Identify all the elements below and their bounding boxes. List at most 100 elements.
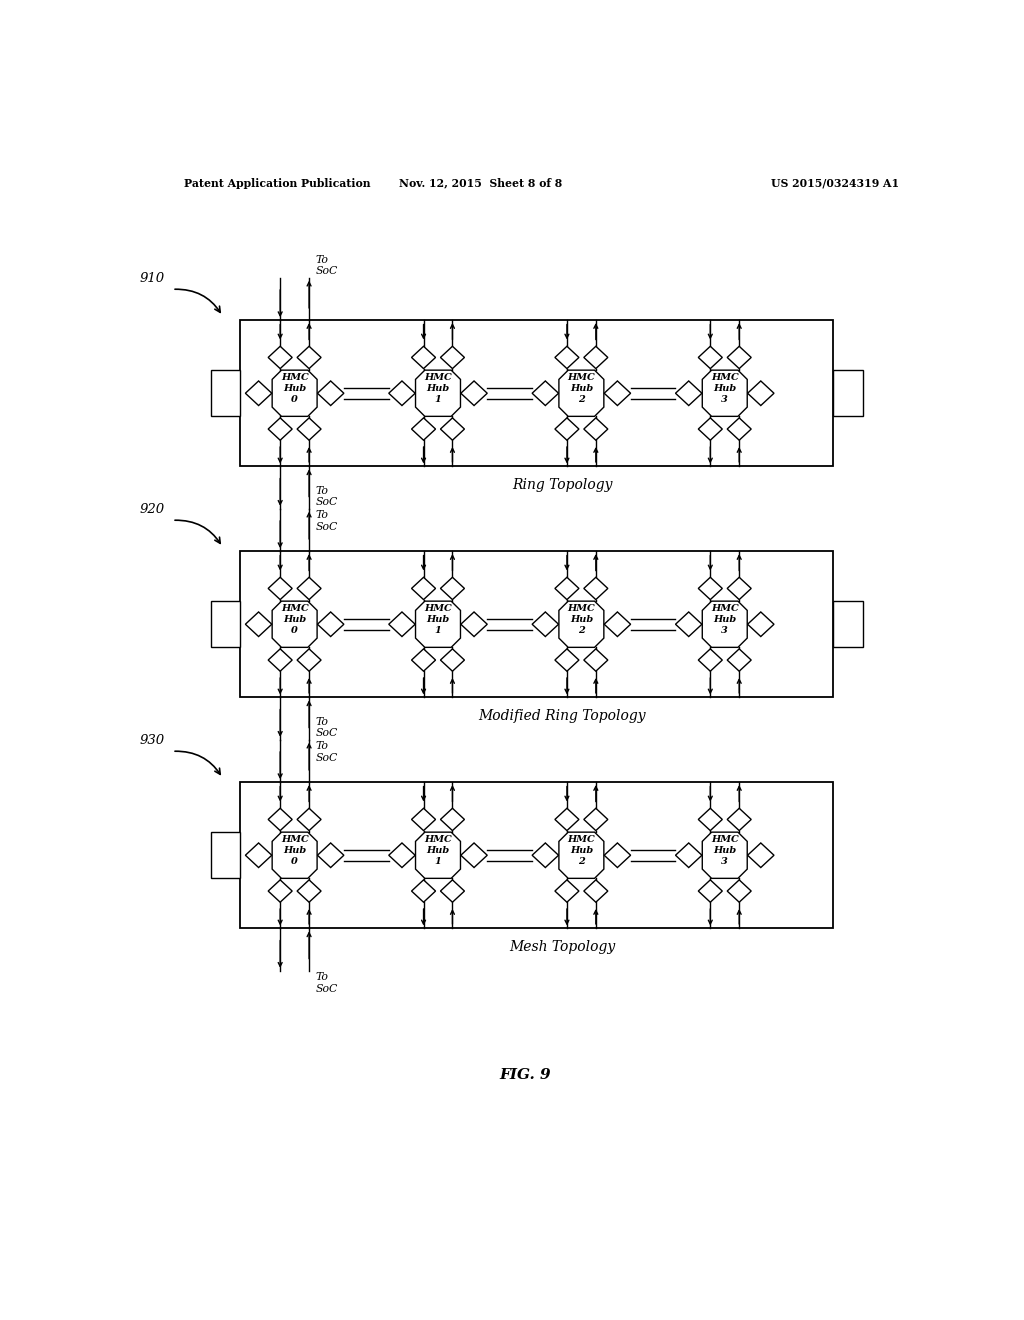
Bar [241,321,834,466]
Polygon shape [727,649,752,671]
Polygon shape [727,346,752,368]
Polygon shape [268,418,292,441]
Polygon shape [268,649,292,671]
Polygon shape [604,612,631,636]
Polygon shape [555,880,579,903]
Text: HMC
Hub
3: HMC Hub 3 [711,605,738,635]
Text: HMC
Hub
1: HMC Hub 1 [424,836,452,866]
Polygon shape [272,601,317,647]
Text: Modified Ring Topology: Modified Ring Topology [478,709,646,723]
Polygon shape [246,843,271,867]
Text: Patent Application Publication: Patent Application Publication [183,178,371,189]
Text: To
SoC: To SoC [315,717,338,738]
Polygon shape [317,843,344,867]
Polygon shape [272,832,317,878]
Text: HMC
Hub
0: HMC Hub 0 [281,605,308,635]
Polygon shape [412,418,435,441]
Polygon shape [555,346,579,368]
Text: FIG. 9: FIG. 9 [499,1068,551,1081]
Polygon shape [559,601,604,647]
Polygon shape [676,612,701,636]
Polygon shape [698,418,722,441]
Polygon shape [440,577,465,599]
Text: Mesh Topology: Mesh Topology [509,940,615,954]
Text: Nov. 12, 2015  Sheet 8 of 8: Nov. 12, 2015 Sheet 8 of 8 [399,178,562,189]
Polygon shape [676,381,701,405]
Polygon shape [268,577,292,599]
Polygon shape [559,370,604,416]
Polygon shape [727,577,752,599]
Polygon shape [584,880,608,903]
Text: HMC
Hub
0: HMC Hub 0 [281,836,308,866]
Polygon shape [584,808,608,830]
Polygon shape [698,346,722,368]
Polygon shape [532,843,558,867]
Text: HMC
Hub
1: HMC Hub 1 [424,605,452,635]
Polygon shape [461,612,487,636]
Polygon shape [416,601,461,647]
Polygon shape [698,649,722,671]
Bar [241,781,834,928]
Polygon shape [532,612,558,636]
Polygon shape [389,843,415,867]
Polygon shape [698,577,722,599]
Polygon shape [532,381,558,405]
Text: HMC
Hub
3: HMC Hub 3 [711,374,738,404]
Text: To
SoC: To SoC [315,973,338,994]
Polygon shape [440,346,465,368]
Polygon shape [748,381,774,405]
Polygon shape [297,577,322,599]
Text: HMC
Hub
3: HMC Hub 3 [711,836,738,866]
Polygon shape [555,418,579,441]
Text: HMC
Hub
1: HMC Hub 1 [424,374,452,404]
Polygon shape [440,649,465,671]
Bar [834,601,862,647]
Polygon shape [412,577,435,599]
Polygon shape [412,346,435,368]
Polygon shape [727,880,752,903]
Text: HMC
Hub
2: HMC Hub 2 [567,605,595,635]
Polygon shape [461,381,487,405]
Bar [211,832,241,878]
Polygon shape [268,880,292,903]
Polygon shape [246,612,271,636]
Polygon shape [555,577,579,599]
Text: HMC
Hub
2: HMC Hub 2 [567,836,595,866]
Polygon shape [702,370,748,416]
Text: HMC
Hub
0: HMC Hub 0 [281,374,308,404]
Polygon shape [272,370,317,416]
Bar [241,552,834,697]
Text: HMC
Hub
2: HMC Hub 2 [567,374,595,404]
Polygon shape [461,843,487,867]
Polygon shape [727,808,752,830]
Polygon shape [676,843,701,867]
Text: To
SoC: To SoC [315,511,338,532]
Polygon shape [297,808,322,830]
Polygon shape [389,612,415,636]
Polygon shape [297,418,322,441]
Polygon shape [297,880,322,903]
Text: 930: 930 [139,734,165,747]
Text: US 2015/0324319 A1: US 2015/0324319 A1 [771,178,899,189]
Polygon shape [702,832,748,878]
Polygon shape [440,880,465,903]
Polygon shape [297,649,322,671]
Polygon shape [748,612,774,636]
Polygon shape [440,418,465,441]
Polygon shape [412,649,435,671]
Polygon shape [246,381,271,405]
Text: Ring Topology: Ring Topology [512,478,612,492]
Polygon shape [584,577,608,599]
Polygon shape [604,843,631,867]
Polygon shape [702,601,748,647]
Polygon shape [412,808,435,830]
Bar [211,601,241,647]
Polygon shape [584,418,608,441]
Polygon shape [748,843,774,867]
Bar [211,370,241,416]
Text: To
SoC: To SoC [315,742,338,763]
Polygon shape [440,808,465,830]
Polygon shape [317,381,344,405]
Polygon shape [416,832,461,878]
Text: 910: 910 [139,272,165,285]
